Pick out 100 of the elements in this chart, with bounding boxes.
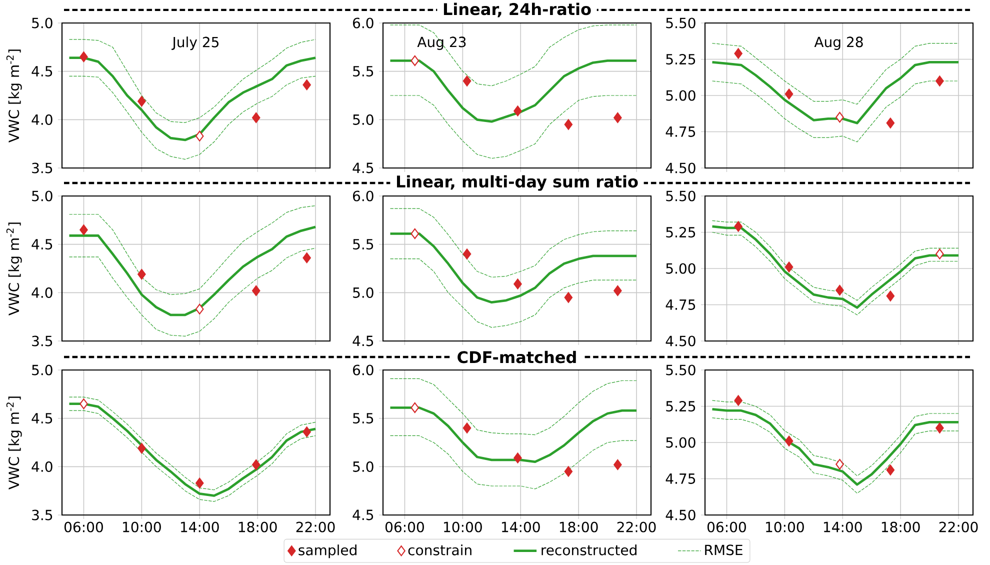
point <box>886 118 895 128</box>
point <box>936 76 944 86</box>
y-tick-label: 4.0 <box>32 287 52 298</box>
point <box>836 284 844 296</box>
point <box>410 55 420 66</box>
y-tick-label: 4.5 <box>352 510 374 520</box>
x-tick-label: 14:00 <box>824 522 862 532</box>
line-series <box>68 76 316 160</box>
legend-label: reconstructed <box>542 544 636 556</box>
point <box>462 76 472 86</box>
y-tick-label: 5.5 <box>353 413 374 424</box>
point <box>734 48 742 59</box>
point <box>195 304 204 314</box>
y-tick-label: 4.5 <box>32 413 52 424</box>
point <box>410 228 420 240</box>
point <box>195 130 204 142</box>
x-tick-label: 10:00 <box>444 522 482 532</box>
point <box>886 464 895 476</box>
x-tick-label: 14:00 <box>180 522 219 532</box>
point <box>302 426 311 438</box>
point <box>564 119 573 130</box>
y-tick-label: 4.0 <box>32 461 52 472</box>
y-tick-label: 4.75 <box>666 126 696 137</box>
point <box>836 112 844 123</box>
y-axis-title: VWC [kg m$^{-2}$] <box>6 222 22 316</box>
y-tick-label: 4.5 <box>32 239 52 250</box>
y-tick-label: 5.25 <box>666 54 696 65</box>
y-tick-label: 6.0 <box>353 364 374 376</box>
point <box>302 80 311 90</box>
x-tick-label: 10:00 <box>123 522 161 532</box>
y-tick-label: 5.0 <box>32 18 52 28</box>
point <box>784 262 794 272</box>
point <box>80 52 88 62</box>
point <box>252 285 260 296</box>
point <box>614 459 622 470</box>
point <box>734 395 742 406</box>
x-tick-label: 22:00 <box>296 522 335 532</box>
y-tick-label: 4.50 <box>666 162 696 174</box>
x-tick-label: 06:00 <box>707 522 746 532</box>
point <box>80 398 88 410</box>
point <box>252 459 260 470</box>
point <box>195 478 204 488</box>
point <box>302 252 311 264</box>
legend-label: sampled <box>298 544 356 558</box>
point <box>514 452 522 464</box>
x-tick-label: 06:00 <box>64 522 103 532</box>
chart-title: Linear, multi-day sum ratio <box>396 175 638 191</box>
y-tick-label: 6.0 <box>353 18 374 28</box>
y-tick-label: 5.0 <box>353 114 374 125</box>
y-tick-label: 4.5 <box>352 336 374 346</box>
y-tick-label: 5.0 <box>32 190 52 202</box>
y-tick-label: 5.50 <box>666 364 696 376</box>
annotation: Aug 28 <box>814 36 863 50</box>
point <box>514 278 522 290</box>
point <box>784 436 794 446</box>
x-tick-label: 10:00 <box>766 522 804 532</box>
point <box>410 402 420 414</box>
y-tick-label: 5.0 <box>353 461 374 472</box>
x-tick-label: 18:00 <box>560 522 598 532</box>
point <box>564 466 573 477</box>
point <box>514 106 522 116</box>
point <box>138 442 146 454</box>
point <box>462 422 472 434</box>
y-tick-label: 4.5 <box>32 66 52 77</box>
y-tick-label: 4.75 <box>666 474 696 484</box>
x-tick-label: 18:00 <box>882 522 920 532</box>
y-tick-label: 5.50 <box>666 190 696 202</box>
y-tick-label: 5.50 <box>666 18 696 28</box>
x-tick-label: 22:00 <box>939 522 978 532</box>
point <box>462 248 472 260</box>
legend-label: RMSE <box>705 544 742 556</box>
point <box>836 458 844 470</box>
point <box>614 285 622 296</box>
point <box>784 88 794 100</box>
y-tick-label: 5.5 <box>353 66 374 77</box>
y-tick-label: 5.5 <box>353 239 374 250</box>
y-tick-label: 5.00 <box>666 437 696 448</box>
y-tick-label: 5.0 <box>353 287 374 298</box>
y-tick-label: 4.5 <box>352 162 374 174</box>
x-tick-label: 14:00 <box>502 522 540 532</box>
point <box>734 221 742 232</box>
x-tick-label: 18:00 <box>238 522 277 532</box>
annotation: July 25 <box>172 36 218 50</box>
point <box>138 268 146 280</box>
y-tick-label: 6.0 <box>353 190 374 202</box>
y-tick-label: 4.0 <box>32 114 52 125</box>
point <box>138 96 146 107</box>
chart-title: CDF-matched <box>458 350 576 364</box>
y-tick-label: 4.50 <box>666 510 696 520</box>
annotation: Aug 23 <box>417 36 466 50</box>
y-tick-label: 5.25 <box>666 226 696 238</box>
point <box>886 290 895 302</box>
y-axis-title: VWC [kg m$^{-2}$] <box>6 396 22 490</box>
y-tick-label: 5.25 <box>666 400 696 412</box>
y-tick-label: 3.5 <box>32 510 52 520</box>
point <box>252 112 260 124</box>
legend-label: constrain <box>408 544 472 556</box>
point <box>936 422 944 434</box>
y-tick-label: 5.00 <box>666 263 696 274</box>
y-tick-label: 4.75 <box>666 300 696 310</box>
